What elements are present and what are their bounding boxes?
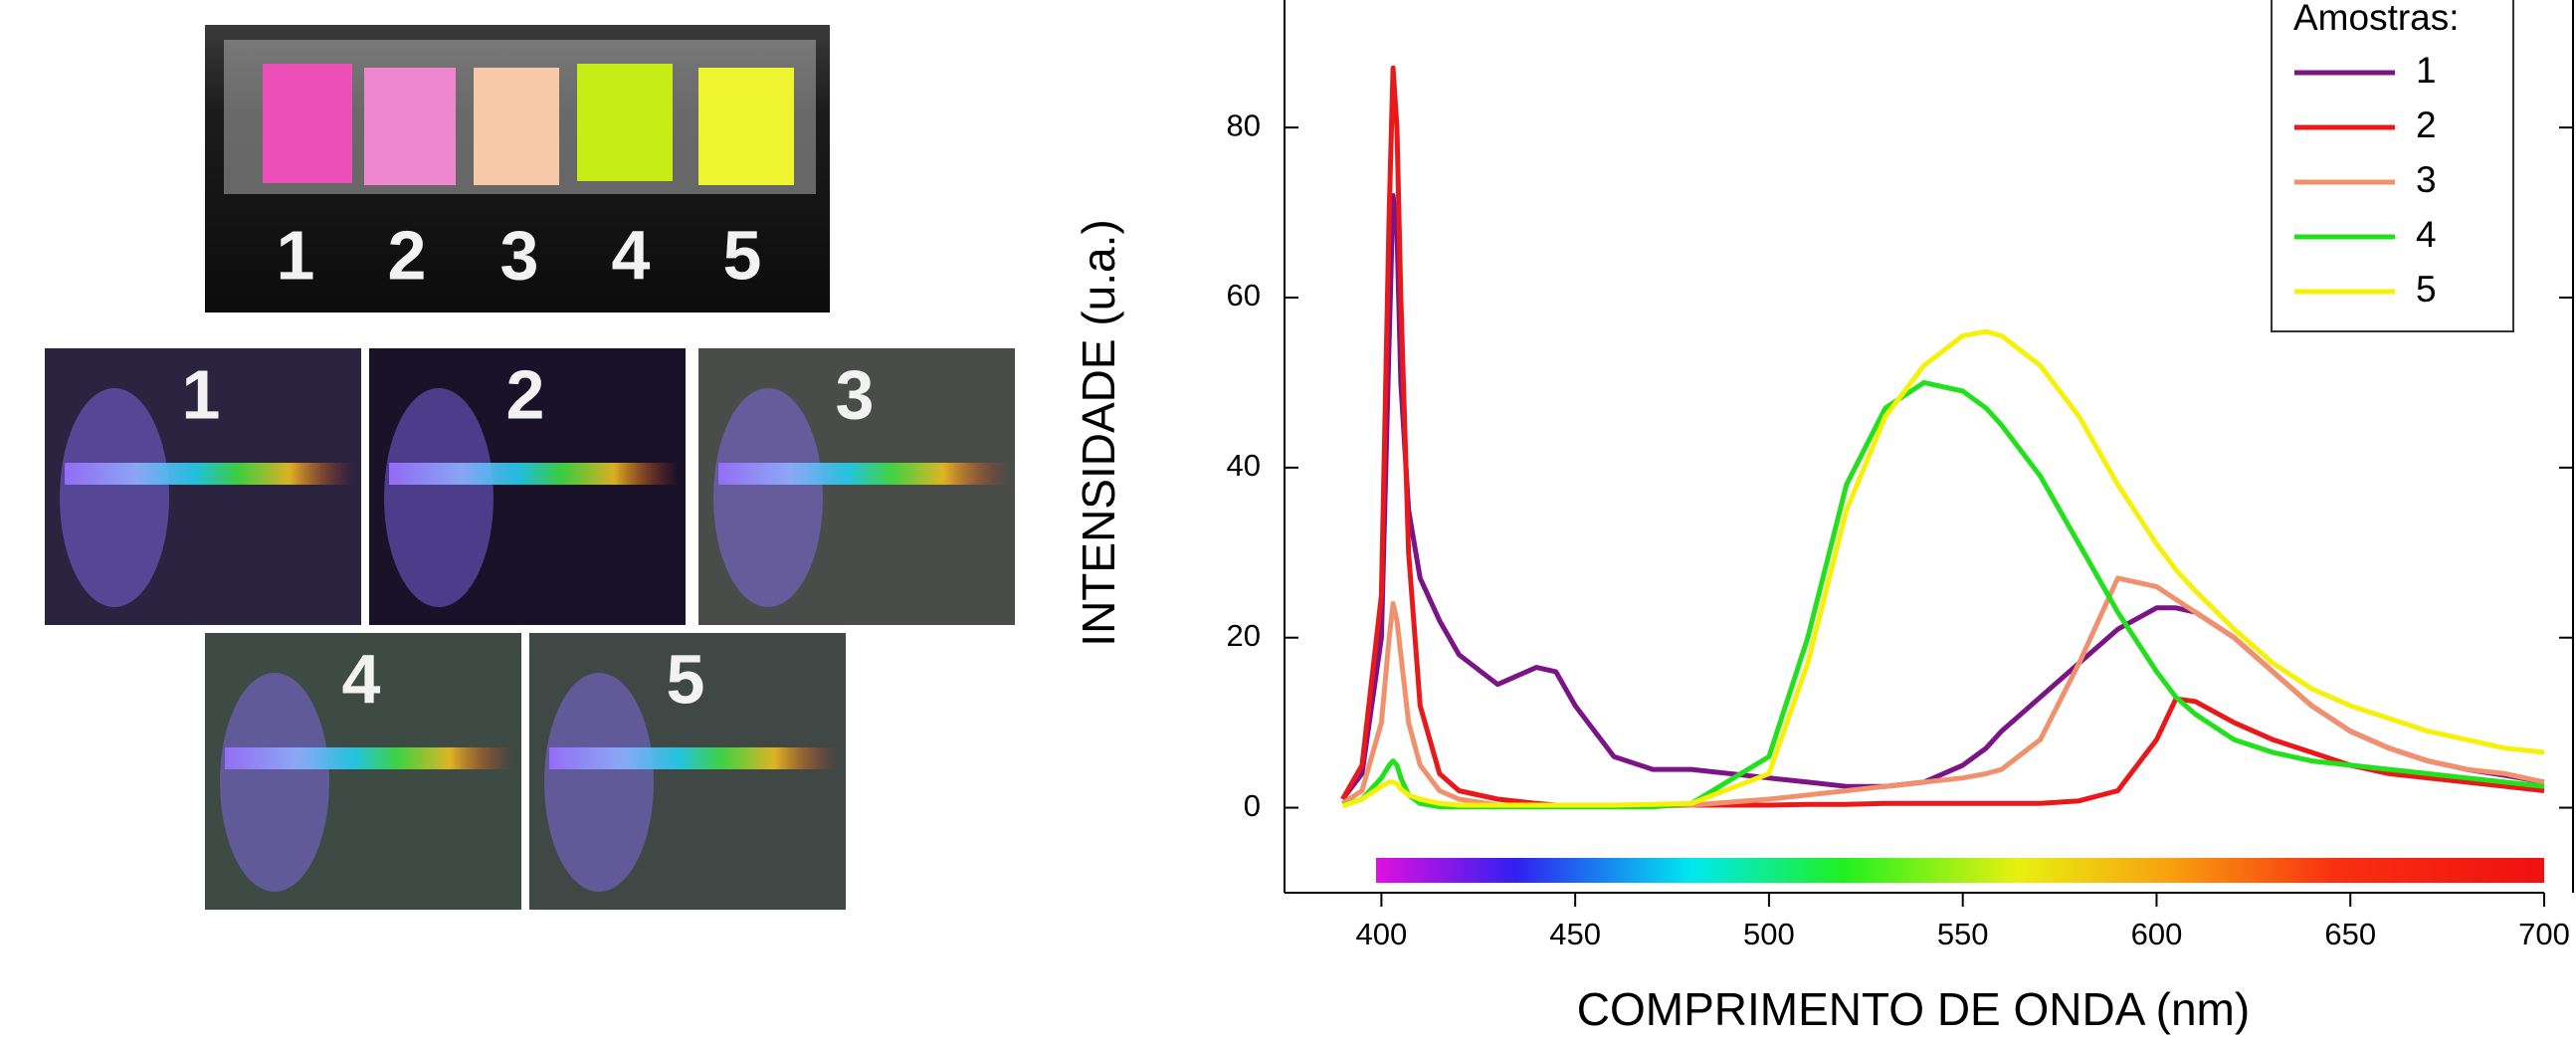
series-line: [1341, 575, 2545, 809]
violet-glow: [713, 388, 823, 607]
x-tick-label: 450: [1549, 917, 1601, 951]
sample-square: [474, 68, 559, 185]
x-tick-label: 550: [1937, 917, 1989, 951]
y-tick-label: 40: [1227, 448, 1261, 483]
y-axis-label: INTENSIDADE (u.a.): [1073, 219, 1124, 646]
photo-bg: [45, 348, 361, 625]
x-tick-label: 600: [2131, 917, 2183, 951]
series-line: [1340, 65, 2545, 809]
sample-square: [577, 64, 673, 181]
y-tick-label: 60: [1227, 278, 1261, 313]
x-tick-label: 700: [2518, 917, 2570, 951]
legend-label: 3: [2416, 159, 2437, 200]
legend-label: 1: [2416, 50, 2437, 91]
violet-glow: [544, 673, 654, 892]
legend-label: 2: [2416, 104, 2437, 145]
photo-label: 5: [667, 640, 705, 718]
spectra-photos: 1 2 3 4 5: [45, 348, 1015, 910]
photo-bg: [698, 348, 1015, 625]
spectrum-streak: [225, 747, 513, 769]
y-tick-label: 20: [1227, 618, 1261, 653]
spectrum-streak: [65, 463, 353, 485]
legend-box: [2271, 0, 2514, 332]
violet-glow: [384, 388, 494, 607]
photo-bg: [369, 348, 686, 625]
photo-label: 3: [836, 355, 875, 433]
spectrum-streak: [718, 463, 1007, 485]
y-tick-label: 80: [1227, 107, 1261, 142]
strip-label: 4: [612, 216, 651, 294]
photo-bg: [529, 633, 846, 910]
series-line: [1341, 379, 2545, 810]
x-axis-label: COMPRIMENTO DE ONDA (nm): [1577, 983, 2250, 1035]
strip-label: 3: [500, 216, 539, 294]
x-tick-label: 400: [1356, 917, 1408, 951]
legend-title: Amostras:: [2293, 0, 2460, 38]
violet-glow: [60, 388, 169, 607]
photo-label: 4: [342, 640, 381, 718]
photo-bg: [205, 633, 521, 910]
spectrum-streak: [389, 463, 678, 485]
series-line: [1341, 328, 2545, 809]
sample-square: [698, 68, 794, 185]
x-tick-label: 500: [1743, 917, 1795, 951]
sample-square: [263, 64, 352, 183]
legend-label: 4: [2416, 214, 2437, 255]
sample-square: [364, 68, 456, 185]
strip-photo: [205, 25, 830, 313]
legend-label: 5: [2416, 269, 2437, 310]
violet-glow: [220, 673, 329, 892]
spectrum-bar: [1376, 858, 2544, 883]
photo-label: 1: [182, 355, 221, 433]
strip-label: 1: [277, 216, 315, 294]
y-tick-label: 0: [1244, 788, 1261, 823]
x-tick-label: 650: [2324, 917, 2376, 951]
photo-label: 2: [506, 355, 545, 433]
spectrum-streak: [549, 747, 838, 769]
strip-label: 2: [388, 216, 427, 294]
strip-label: 5: [723, 216, 762, 294]
